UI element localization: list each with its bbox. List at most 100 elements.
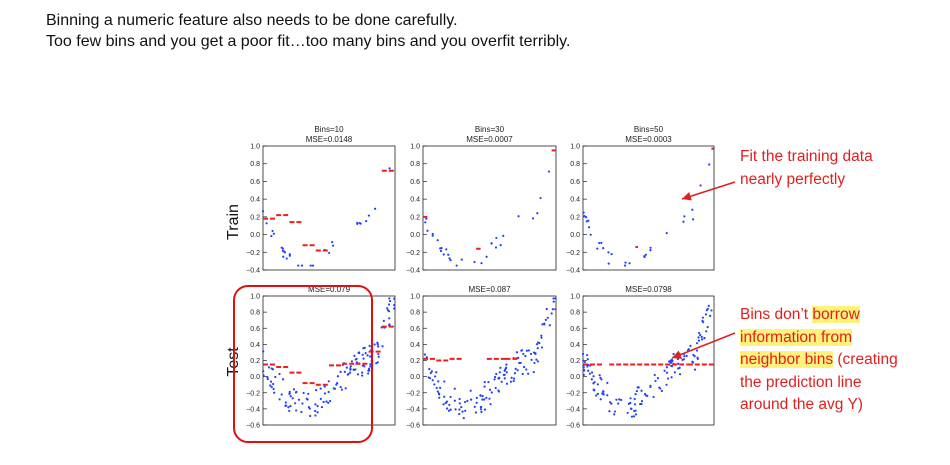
- data-point: [646, 394, 649, 397]
- data-point: [314, 414, 317, 417]
- data-point: [291, 397, 294, 400]
- data-point: [322, 400, 325, 404]
- data-point: [498, 371, 501, 374]
- test-annotation-part-2: borrow: [812, 306, 860, 323]
- data-point: [520, 349, 523, 352]
- data-point: [327, 401, 330, 404]
- data-point: [377, 355, 380, 358]
- data-point: [445, 248, 448, 251]
- data-point: [598, 241, 601, 245]
- data-point: [289, 395, 292, 398]
- data-point: [606, 394, 609, 397]
- data-point: [608, 410, 611, 413]
- data-point: [489, 403, 492, 406]
- data-point: [368, 369, 371, 372]
- data-point: [582, 211, 585, 214]
- data-point: [495, 236, 498, 240]
- data-point: [512, 379, 515, 383]
- data-point: [698, 331, 701, 335]
- y-tick-label: 0.2: [410, 358, 420, 365]
- data-point: [480, 410, 483, 413]
- panel-title-mse: MSE=0.087: [468, 285, 511, 294]
- test-annotation-part-4: neighbor bins: [740, 351, 834, 368]
- data-point: [356, 373, 360, 376]
- data-point: [692, 361, 695, 364]
- data-point: [514, 367, 517, 371]
- row-label-train: Train: [225, 204, 242, 240]
- data-point: [640, 402, 643, 406]
- data-point: [691, 218, 695, 221]
- y-tick-label: 0.8: [570, 310, 580, 317]
- data-point: [615, 398, 618, 401]
- data-point: [356, 221, 359, 224]
- data-point: [504, 366, 508, 369]
- data-point: [283, 251, 287, 254]
- data-point: [288, 409, 291, 413]
- data-point: [469, 389, 472, 392]
- data-point: [436, 390, 439, 393]
- data-point: [672, 352, 675, 356]
- data-point: [443, 380, 446, 383]
- data-point: [314, 409, 317, 413]
- y-tick-label: 0.2: [570, 214, 580, 221]
- data-point: [687, 348, 690, 351]
- data-point: [433, 383, 436, 386]
- data-point: [261, 210, 265, 213]
- data-point: [364, 352, 367, 355]
- data-point: [705, 309, 708, 312]
- y-tick-label: 0.8: [250, 310, 260, 317]
- data-point: [429, 371, 432, 375]
- data-point: [516, 369, 519, 372]
- data-point: [643, 255, 646, 258]
- data-point: [598, 374, 601, 377]
- data-point: [345, 366, 348, 369]
- data-point: [285, 404, 288, 407]
- y-tick-label: −0.2: [566, 250, 580, 257]
- data-point: [287, 406, 290, 409]
- data-point: [532, 370, 535, 374]
- data-point: [435, 371, 438, 374]
- data-point: [540, 336, 543, 339]
- data-point: [629, 407, 633, 410]
- data-point: [376, 343, 379, 346]
- data-point: [485, 255, 488, 258]
- data-point: [469, 398, 473, 401]
- y-tick-label: 1.0: [410, 144, 420, 151]
- data-point: [630, 415, 634, 418]
- data-point: [677, 362, 680, 365]
- y-tick-label: 0.8: [410, 161, 420, 168]
- data-point: [581, 352, 585, 356]
- data-point: [522, 352, 525, 356]
- panel-3: 1.0 0.8 0.6 0.4 0.2 0.0 −0.2 −0.4 Bins=50MSE=0.0…: [566, 125, 715, 275]
- panel-1: 1.0 0.8 0.6 0.4 0.2 0.0 −0.2 −0.4 Bins=10MSE=0.0…: [246, 125, 396, 275]
- data-point: [703, 337, 706, 340]
- y-tick-label: −0.4: [566, 406, 580, 413]
- data-point: [431, 379, 434, 382]
- data-point: [362, 347, 365, 350]
- data-point: [517, 215, 520, 218]
- data-point: [649, 249, 652, 252]
- data-point: [554, 308, 557, 311]
- data-point: [270, 367, 273, 370]
- data-point: [339, 370, 342, 373]
- data-point: [635, 389, 638, 393]
- data-point: [308, 407, 311, 410]
- data-point: [292, 388, 296, 391]
- data-point: [363, 365, 366, 368]
- data-point: [393, 303, 396, 307]
- y-tick-label: 0.6: [410, 179, 420, 186]
- data-point: [540, 346, 544, 349]
- panel-title-bins: Bins=50: [634, 125, 664, 134]
- y-tick-label: −0.6: [246, 423, 260, 430]
- data-point: [666, 377, 670, 380]
- data-point: [297, 398, 301, 401]
- data-point: [502, 234, 505, 237]
- data-point: [554, 297, 557, 300]
- data-point: [505, 363, 508, 366]
- data-point: [373, 207, 377, 210]
- data-point: [436, 239, 439, 242]
- data-point: [521, 372, 524, 376]
- y-tick-label: −0.2: [246, 390, 260, 397]
- data-point: [701, 316, 705, 319]
- data-point: [505, 382, 509, 385]
